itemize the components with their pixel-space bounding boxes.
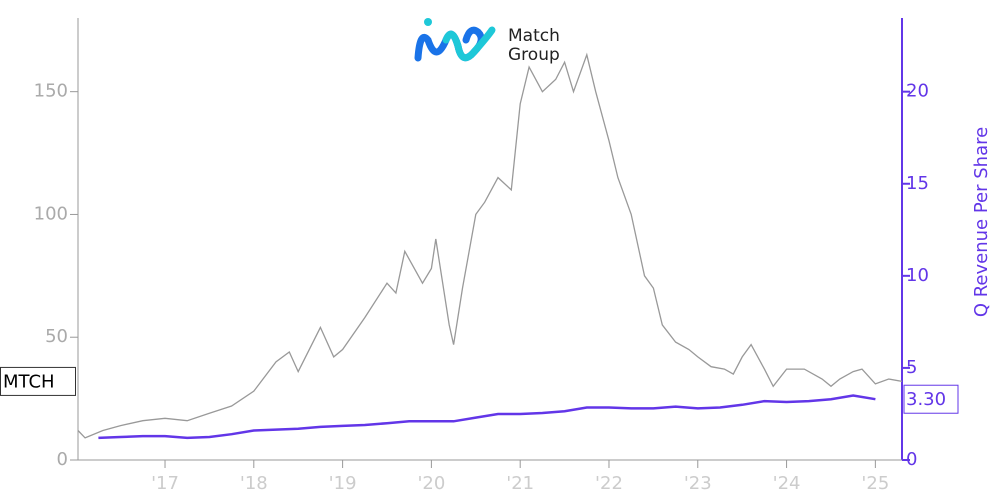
y-tick-label: 0 xyxy=(57,449,68,470)
y2-tick-label: 10 xyxy=(906,265,929,286)
series-label-box xyxy=(0,366,76,396)
logo-text: Group xyxy=(508,45,560,65)
x-tick-label: '24 xyxy=(773,473,801,494)
y-tick-label: 50 xyxy=(45,326,68,347)
logo-mark xyxy=(442,26,496,62)
logo-text: Match xyxy=(508,26,560,46)
x-tick-label: '17 xyxy=(151,473,179,494)
series-line xyxy=(77,52,903,439)
x-tick-label: '20 xyxy=(417,473,445,494)
x-tick-label: '21 xyxy=(506,473,534,494)
x-tick-label: '18 xyxy=(240,473,268,494)
y2-tick-label: 5 xyxy=(906,357,917,378)
y2-axis-title: Q Revenue Per Share xyxy=(971,127,992,317)
value-label: 3.30 xyxy=(906,389,946,410)
x-tick-label: '19 xyxy=(329,473,357,494)
y-tick-label: 150 xyxy=(34,81,68,102)
series-label: MTCH xyxy=(3,371,55,392)
y2-tick-label: 15 xyxy=(906,173,929,194)
value-label-box xyxy=(903,384,959,414)
y-tick-label: 100 xyxy=(34,203,68,224)
x-tick-label: '23 xyxy=(684,473,712,494)
x-tick-label: '25 xyxy=(861,473,889,494)
logo: Match Group xyxy=(414,18,560,65)
x-tick-label: '22 xyxy=(595,473,623,494)
series-line xyxy=(98,394,876,440)
logo-dot xyxy=(424,18,432,26)
y2-tick-label: 20 xyxy=(906,81,929,102)
y2-tick-label: 0 xyxy=(906,449,917,470)
